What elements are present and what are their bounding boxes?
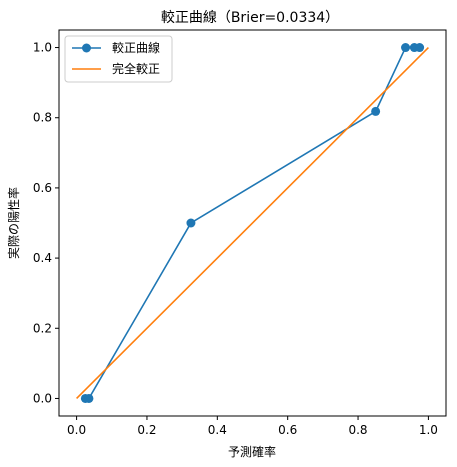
y-tick-label: 0.6	[33, 181, 52, 195]
series-line-2	[76, 46, 429, 400]
data-point	[186, 218, 196, 228]
y-tick-label: 0.4	[33, 251, 52, 265]
x-tick-label: 1.0	[419, 423, 438, 437]
plot-area	[58, 29, 447, 417]
legend-marker-series-1	[82, 43, 91, 53]
series-layer	[76, 43, 429, 403]
legend: 較正曲線 完全較正	[64, 35, 173, 83]
legend-label-series-1: 較正曲線	[112, 40, 160, 55]
y-tick-label: 1.0	[33, 41, 52, 55]
x-tick-label: 0.4	[208, 423, 227, 437]
data-point	[415, 43, 425, 53]
x-tick-label: 0.6	[278, 423, 297, 437]
axis-ticks: 0.0 0.2 0.4 0.6 0.8 1.0 0.0 0.2 0.4 0.6 0.8 1.0	[33, 41, 438, 437]
legend-label-series-2: 完全較正	[112, 61, 160, 76]
data-point	[84, 393, 94, 403]
x-tick-label: 0.8	[348, 423, 367, 437]
chart-title: 較正曲線（Brier=0.0334）	[161, 10, 339, 26]
x-axis-label: 予測確率	[228, 444, 276, 459]
x-tick-label: 0.0	[67, 423, 86, 437]
y-tick-label: 0.8	[33, 111, 52, 125]
x-tick-label: 0.2	[137, 423, 156, 437]
data-point	[371, 106, 381, 116]
data-point	[401, 43, 411, 53]
y-axis-label: 実際の陽性率	[6, 187, 21, 259]
y-tick-label: 0.2	[33, 321, 52, 335]
y-tick-label: 0.0	[33, 391, 52, 405]
